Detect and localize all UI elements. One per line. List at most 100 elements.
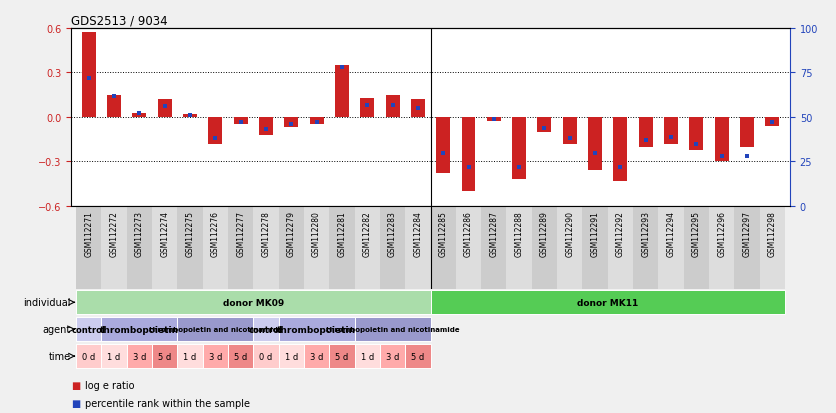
Text: 1 d: 1 d [108, 352, 120, 361]
Text: 5 d: 5 d [158, 352, 171, 361]
Text: 1 d: 1 d [183, 352, 196, 361]
Bar [152, 344, 177, 368]
Bar [152, 206, 177, 289]
Text: agent: agent [43, 324, 70, 335]
Bar [284, 118, 298, 128]
Bar [309, 118, 324, 125]
Bar [208, 118, 222, 145]
Text: GSM112294: GSM112294 [666, 211, 675, 256]
Text: GSM112274: GSM112274 [161, 211, 169, 256]
Bar [177, 344, 202, 368]
Text: 1 d: 1 d [360, 352, 374, 361]
Bar [614, 118, 627, 181]
Text: GSM112292: GSM112292 [616, 211, 624, 256]
Bar [456, 206, 482, 289]
Bar [405, 344, 431, 368]
Bar [329, 206, 354, 289]
Bar [253, 317, 278, 342]
Text: 1 d: 1 d [285, 352, 298, 361]
Text: ■: ■ [71, 380, 80, 390]
Text: control: control [249, 325, 283, 334]
Bar [563, 118, 577, 145]
Bar [684, 206, 709, 289]
Bar [228, 206, 253, 289]
Text: 5 d: 5 d [335, 352, 349, 361]
Bar [76, 344, 101, 368]
Bar [253, 206, 278, 289]
Text: donor MK09: donor MK09 [222, 298, 284, 307]
Bar [76, 290, 431, 315]
Text: GSM112297: GSM112297 [742, 211, 752, 256]
Bar [354, 344, 380, 368]
Text: GSM112282: GSM112282 [363, 211, 372, 256]
Text: GSM112293: GSM112293 [641, 211, 650, 256]
Text: GSM112271: GSM112271 [84, 211, 94, 256]
Bar [127, 344, 152, 368]
Bar [354, 206, 380, 289]
Bar [487, 118, 501, 122]
Bar [380, 344, 405, 368]
Bar [183, 115, 197, 118]
Text: 0 d: 0 d [259, 352, 273, 361]
Text: 5 d: 5 d [411, 352, 425, 361]
Bar [760, 206, 785, 289]
Text: GSM112283: GSM112283 [388, 211, 397, 256]
Bar [158, 100, 171, 118]
Bar [538, 118, 552, 133]
Bar [127, 206, 152, 289]
Bar [583, 206, 608, 289]
Text: GSM112291: GSM112291 [590, 211, 599, 256]
Text: GSM112288: GSM112288 [515, 211, 523, 256]
Text: thrombopoietin and nicotinamide: thrombopoietin and nicotinamide [149, 326, 283, 332]
Bar [278, 206, 304, 289]
Bar [690, 118, 703, 150]
Text: GSM112289: GSM112289 [540, 211, 549, 256]
Bar [329, 344, 354, 368]
Text: GSM112275: GSM112275 [186, 211, 195, 256]
Bar [411, 100, 425, 118]
Text: 3 d: 3 d [209, 352, 222, 361]
Bar [132, 113, 146, 118]
Text: time: time [48, 351, 70, 361]
Text: GSM112296: GSM112296 [717, 211, 726, 256]
Bar [436, 118, 450, 174]
Bar [734, 206, 760, 289]
Text: GSM112280: GSM112280 [312, 211, 321, 256]
Text: thrombopoietin: thrombopoietin [99, 325, 179, 334]
Bar [507, 206, 532, 289]
Text: GSM112281: GSM112281 [338, 211, 346, 256]
Text: GSM112287: GSM112287 [489, 211, 498, 256]
Bar [765, 118, 779, 127]
Bar [405, 206, 431, 289]
Bar [335, 66, 349, 118]
Text: GSM112273: GSM112273 [135, 211, 144, 256]
Bar [202, 206, 228, 289]
Bar [512, 118, 526, 180]
Bar [101, 344, 127, 368]
Text: GSM112285: GSM112285 [439, 211, 448, 256]
Bar [304, 206, 329, 289]
Text: ■: ■ [71, 398, 80, 408]
Bar [107, 95, 121, 118]
Bar [589, 118, 602, 171]
Bar [608, 206, 633, 289]
Bar [557, 206, 583, 289]
Bar [360, 98, 375, 118]
Bar [431, 290, 785, 315]
Bar [715, 118, 729, 162]
Bar [740, 118, 754, 147]
Text: GSM112298: GSM112298 [767, 211, 777, 256]
Bar [633, 206, 659, 289]
Text: 3 d: 3 d [310, 352, 324, 361]
Text: GSM112284: GSM112284 [413, 211, 422, 256]
Text: thrombopoietin: thrombopoietin [277, 325, 356, 334]
Bar [431, 206, 456, 289]
Bar [354, 317, 431, 342]
Bar [259, 118, 273, 135]
Bar [76, 206, 101, 289]
Text: GSM112295: GSM112295 [692, 211, 701, 256]
Bar [278, 317, 354, 342]
Bar [278, 344, 304, 368]
Bar [76, 317, 101, 342]
Bar [664, 118, 678, 145]
